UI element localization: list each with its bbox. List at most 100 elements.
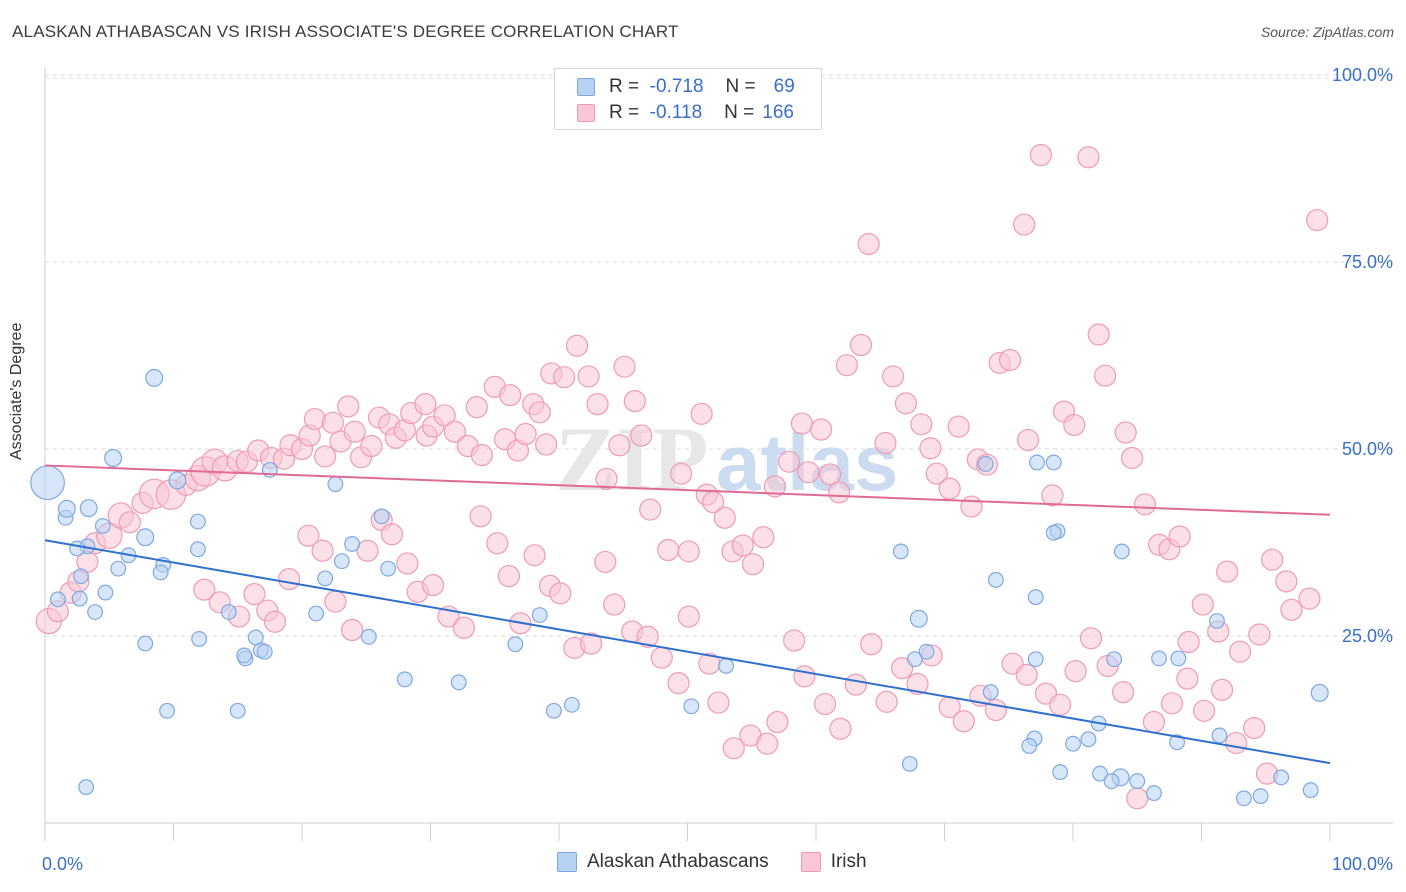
data-point: [528, 401, 551, 424]
data-point: [874, 431, 897, 455]
data-point: [1021, 738, 1038, 754]
data-point: [777, 450, 801, 473]
y-axis-label: Associate's Degree: [8, 322, 25, 460]
data-point: [829, 717, 852, 740]
legend-item-irish[interactable]: Irish: [800, 851, 867, 873]
data-point: [341, 618, 364, 642]
data-point: [910, 413, 933, 436]
data-point: [450, 674, 467, 691]
data-point: [1063, 413, 1086, 437]
data-point: [1280, 598, 1303, 621]
data-point: [1310, 683, 1329, 702]
data-point: [797, 461, 820, 484]
data-point: [577, 365, 600, 388]
data-point: [683, 698, 700, 715]
data-point: [443, 420, 467, 443]
data-point: [1045, 524, 1062, 541]
data-point: [977, 455, 994, 472]
data-point: [193, 578, 216, 601]
data-point: [497, 565, 520, 588]
y-tick-label: 50.0%: [1342, 439, 1393, 459]
data-point: [1052, 764, 1069, 781]
data-point: [1113, 543, 1130, 560]
data-point: [1045, 454, 1062, 471]
legend-label: Irish: [830, 851, 867, 872]
data-point: [909, 609, 928, 628]
data-point: [1169, 734, 1186, 751]
data-point: [810, 418, 833, 441]
chart-title: ALASKAN ATHABASCAN VS IRISH ASSOCIATE'S …: [12, 22, 679, 41]
legend-item-athabascan[interactable]: Alaskan Athabascans: [557, 851, 769, 873]
data-point: [553, 366, 576, 389]
data-point: [960, 495, 983, 518]
data-point: [1302, 782, 1319, 799]
data-point: [650, 646, 673, 669]
data-point: [982, 684, 999, 701]
data-point: [819, 463, 842, 486]
data-point: [1177, 630, 1200, 654]
data-point: [73, 568, 89, 585]
data-point: [613, 355, 636, 378]
data-point: [396, 552, 419, 575]
data-point: [608, 434, 631, 457]
data-point: [669, 462, 693, 485]
data-point: [1114, 421, 1137, 444]
data-point: [137, 635, 154, 652]
data-point: [78, 779, 95, 796]
data-point: [433, 404, 456, 427]
data-point: [1142, 710, 1166, 734]
r-label: R =: [609, 76, 640, 97]
n-label: N =: [725, 76, 756, 97]
data-point: [901, 755, 918, 772]
data-point: [545, 702, 562, 719]
data-point: [1146, 785, 1162, 802]
data-point: [256, 643, 273, 660]
data-point: [1029, 143, 1052, 167]
chart-source: Source: ZipAtlas.com: [1260, 24, 1394, 40]
data-point: [97, 584, 114, 601]
data-point: [1079, 627, 1103, 650]
data-point: [1064, 660, 1087, 683]
data-point: [998, 348, 1022, 372]
data-point: [595, 467, 618, 491]
data-point: [793, 665, 816, 688]
data-point: [918, 643, 935, 660]
correlation-legend: R = -0.718 N = 69 R = -0.118 N = 166: [554, 68, 822, 130]
data-point: [1275, 570, 1298, 593]
data-point: [1210, 678, 1234, 701]
r-value: -0.118: [649, 102, 703, 123]
data-point: [278, 568, 301, 591]
data-point: [984, 698, 1008, 722]
legend-row-athabascan: R = -0.718 N = 69: [577, 75, 795, 99]
data-point: [630, 424, 653, 447]
data-point: [94, 518, 111, 534]
data-point: [314, 445, 337, 468]
data-point: [1261, 548, 1284, 571]
data-point: [220, 604, 237, 621]
data-point: [1243, 716, 1266, 740]
data-point: [308, 605, 325, 622]
data-point: [499, 384, 522, 407]
n-label: N =: [724, 102, 755, 123]
data-point: [1160, 692, 1184, 715]
data-point: [677, 605, 700, 628]
data-point: [894, 392, 918, 415]
data-point: [396, 671, 413, 688]
grid-lines: [45, 74, 1393, 637]
data-point: [1016, 428, 1040, 452]
data-point: [947, 415, 970, 438]
data-point: [344, 536, 361, 552]
data-point: [844, 673, 867, 696]
data-point: [263, 610, 287, 633]
data-point: [881, 365, 905, 388]
data-point: [1208, 613, 1225, 629]
data-point: [136, 528, 155, 547]
data-point: [1228, 640, 1252, 663]
data-point: [677, 540, 700, 563]
data-point: [71, 590, 88, 607]
data-point: [1065, 735, 1081, 752]
blue-swatch-icon: [577, 78, 595, 96]
data-point: [860, 633, 883, 656]
data-point: [828, 481, 851, 504]
data-point: [987, 571, 1004, 588]
